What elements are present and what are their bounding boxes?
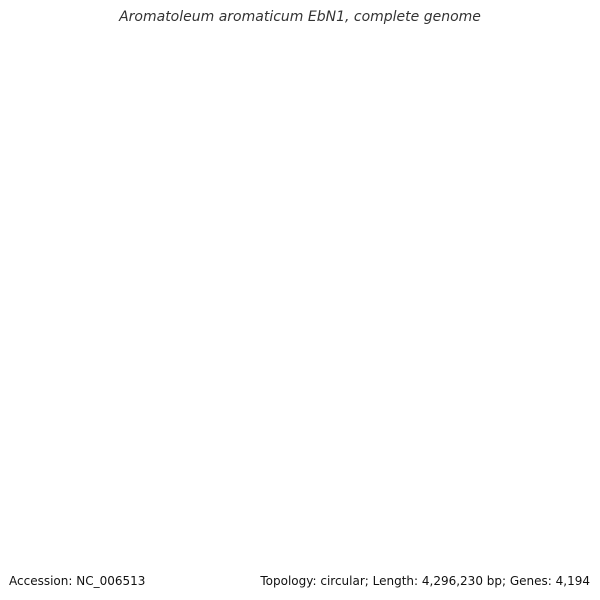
accession-text: Accession: NC_006513 [9, 574, 146, 588]
genome-summary-text: Topology: circular; Length: 4,296,230 bp… [260, 574, 590, 588]
map-title: Aromatoleum aromaticum EbN1, complete ge… [119, 9, 481, 25]
